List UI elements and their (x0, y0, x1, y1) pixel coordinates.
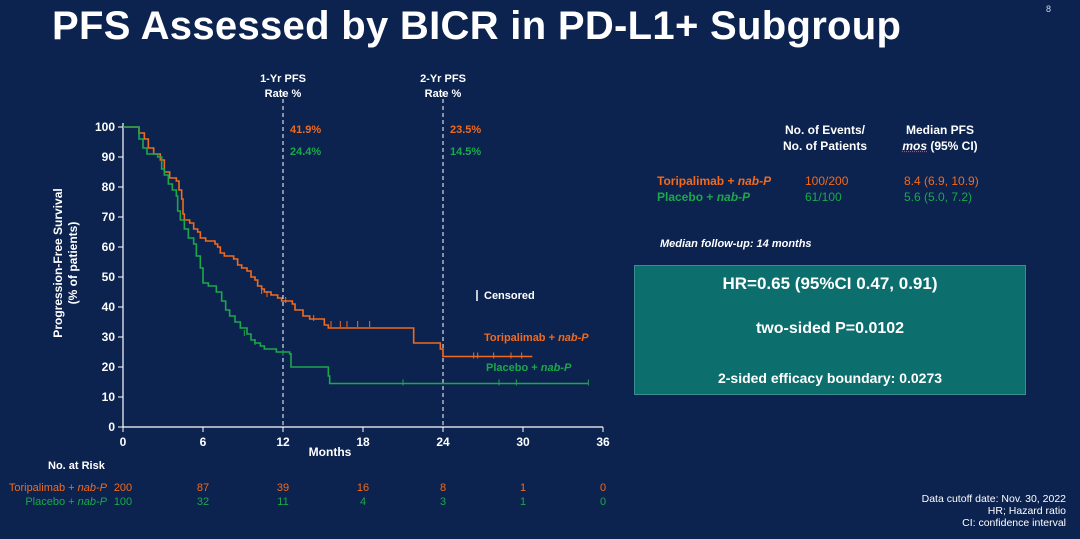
risk-value: 39 (276, 482, 290, 494)
p-value: two-sided P=0.0102 (755, 320, 905, 337)
milestone-rate-placebo: 24.4% (290, 146, 321, 158)
arm-label: Toripalimab + (657, 174, 738, 188)
risk-value: 1 (519, 482, 527, 494)
hr-box: HR=0.65 (95%CI 0.47, 0.91) two-sided P=0… (634, 265, 1026, 395)
events-header-line1: No. of Events/ (784, 123, 865, 137)
table-row-arm: Toripalimab + nab-P (657, 174, 771, 188)
table-events: 100/200 (805, 174, 849, 188)
y-tick-label: 80 (102, 180, 116, 194)
x-tick-label: 36 (596, 435, 610, 449)
x-tick-label: 12 (276, 435, 290, 449)
risk-table-header: No. at Risk (48, 460, 105, 472)
median-header-ci: (95% CI) (927, 139, 978, 153)
km-chart: 0 10 20 30 40 50 60 70 80 90 100 0 6 12 18 24 30 36 1-Yr … (51, 73, 610, 459)
risk-value: 3 (439, 496, 447, 508)
x-axis-label: Months (309, 445, 352, 459)
median-header-line2: mos (95% CI) (890, 138, 990, 154)
risk-value: 0 (599, 496, 607, 508)
y-tick-label: 100 (95, 120, 115, 134)
risk-row-label: Toripalimab + nab-P (9, 482, 107, 494)
milestone-label: 2-Yr PFS (420, 73, 466, 85)
risk-value: 87 (196, 482, 210, 494)
arm-label-italic: nab-P (716, 190, 751, 204)
median-header-line1: Median PFS (905, 123, 974, 137)
risk-value: 1 (519, 496, 527, 508)
series-label-placebo: Placebo + nab-P (486, 362, 572, 374)
table-median: 5.6 (5.0, 7.2) (904, 190, 973, 204)
events-header-line2: No. of Patients (782, 139, 867, 153)
median-followup: Median follow-up: 14 months (660, 238, 812, 250)
page-title: PFS Assessed by BICR in PD-L1+ Subgroup (52, 4, 902, 48)
y-axis-label: Progression-Free Survival (51, 188, 65, 337)
x-tick-label: 30 (516, 435, 530, 449)
table-row-arm: Placebo + nab-P (657, 190, 750, 204)
risk-row-arm: Placebo + (25, 496, 78, 508)
hr-value: HR=0.65 (95%CI 0.47, 0.91) (722, 274, 938, 293)
x-tick-label: 18 (356, 435, 370, 449)
events-header: No. of Events/ No. of Patients (770, 122, 880, 154)
risk-value: 32 (196, 496, 210, 508)
y-tick-label: 40 (102, 300, 116, 314)
censored-legend-label: Censored (484, 290, 535, 302)
risk-value: 100 (113, 496, 133, 508)
arm-label-italic: nab-P (737, 174, 772, 188)
footnote-ci: CI: confidence interval (962, 517, 1066, 529)
x-tick-label: 24 (436, 435, 450, 449)
y-tick-label: 0 (108, 420, 115, 434)
risk-value: 11 (277, 496, 289, 508)
risk-row-label: Placebo + nab-P (25, 496, 107, 508)
y-tick-label: 70 (102, 210, 116, 224)
milestone-rate-placebo: 14.5% (450, 146, 481, 158)
milestone-label-line2: Rate % (425, 88, 462, 100)
y-tick-label: 20 (102, 360, 116, 374)
footnote-cutoff: Data cutoff date: Nov. 30, 2022 (921, 493, 1066, 505)
efficacy-boundary: 2-sided efficacy boundary: 0.0273 (717, 370, 943, 386)
risk-row-arm-italic: nab-P (77, 482, 107, 494)
slide-number: 8 (1046, 4, 1052, 14)
y-tick-label: 30 (102, 330, 116, 344)
y-axis-label-line2: (% of patients) (66, 222, 80, 305)
y-tick-label: 10 (102, 390, 116, 404)
y-tick-label: 90 (102, 150, 116, 164)
risk-value: 8 (439, 482, 447, 494)
risk-row-arm: Toripalimab + (8, 482, 78, 494)
milestone-lines: 1-Yr PFS Rate % 41.9% 24.4% 2-Yr PFS Rate % 23… (260, 73, 481, 427)
risk-value: 16 (356, 482, 370, 494)
y-tick-label: 60 (102, 240, 116, 254)
series-label-toripalimab: Toripalimab + nab-P (484, 332, 589, 344)
table-events: 61/100 (805, 190, 842, 204)
risk-value: 200 (113, 482, 133, 494)
axes-group: 0 10 20 30 40 50 60 70 80 90 100 0 6 12 18 24 30 36 (95, 120, 610, 449)
footnote-hr: HR; Hazard ratio (987, 505, 1066, 517)
x-tick-label: 0 (120, 435, 127, 449)
footer-notes: Data cutoff date: Nov. 30, 2022 HR; Haza… (922, 493, 1066, 529)
median-header-mos: mos (902, 139, 927, 153)
risk-value: 4 (359, 496, 367, 508)
milestone-label-line2: Rate % (265, 88, 302, 100)
risk-row-arm-italic: nab-P (77, 496, 107, 508)
risk-value: 0 (599, 482, 607, 494)
survival-curves (123, 126, 589, 386)
milestone-label: 1-Yr PFS (260, 73, 306, 85)
milestone-rate-toripalimab: 23.5% (450, 124, 481, 136)
arm-label: Placebo + (657, 190, 717, 204)
y-tick-label: 50 (102, 270, 116, 284)
table-median: 8.4 (6.9, 10.9) (904, 174, 979, 188)
x-tick-label: 6 (200, 435, 207, 449)
survival-curve-toripalimab (123, 126, 533, 358)
survival-curve-placebo (123, 126, 589, 385)
median-header: Median PFS mos (95% CI) (890, 122, 990, 154)
milestone-rate-toripalimab: 41.9% (290, 124, 321, 136)
